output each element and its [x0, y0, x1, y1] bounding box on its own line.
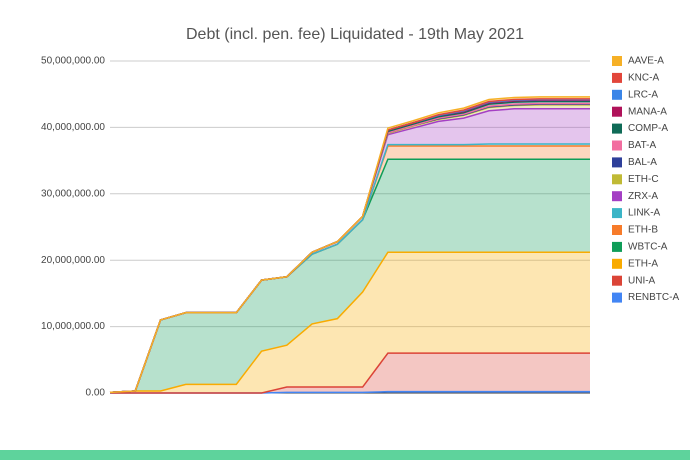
- area: [110, 252, 590, 393]
- area: [110, 159, 590, 393]
- legend-swatch: [612, 225, 622, 235]
- legend-swatch: [612, 72, 622, 83]
- legend-swatch: [612, 106, 622, 117]
- y-tick-label: 10,000,000.00: [41, 321, 105, 332]
- legend-swatch: [612, 191, 622, 202]
- area: [110, 108, 590, 393]
- legend-swatch: [612, 123, 622, 134]
- area-line: [110, 352, 590, 394]
- legend-label: ZRX-A: [628, 191, 658, 202]
- legend-label: COMP-A: [628, 123, 668, 134]
- legend-label: RENBTC-A: [628, 292, 679, 303]
- legend-swatch: [612, 56, 622, 66]
- legend-swatch: [612, 241, 622, 252]
- area-line: [109, 251, 590, 394]
- legend-swatch: [612, 208, 622, 219]
- y-tick-label: 40,000,000.00: [41, 122, 105, 133]
- chart-title: Debt (incl. pen. fee) Liquidated - 19th …: [186, 26, 524, 43]
- legend-swatch: [612, 275, 622, 286]
- legend-label: WBTC-A: [628, 242, 668, 253]
- legend-label: ETH-A: [628, 258, 658, 269]
- legend-label: BAT-A: [628, 140, 656, 151]
- legend-label: AAVE-A: [628, 56, 664, 67]
- legend-label: UNI-A: [628, 275, 656, 286]
- legend-label: BAL-A: [628, 157, 657, 168]
- legend-label: MANA-A: [628, 106, 667, 117]
- legend-label: LINK-A: [628, 208, 661, 219]
- legend-swatch: [612, 292, 622, 303]
- legend-swatch: [612, 157, 622, 168]
- area-line: [109, 96, 590, 394]
- footer-bar: [0, 450, 690, 460]
- legend-swatch: [612, 174, 622, 185]
- legend-label: ETH-C: [628, 174, 659, 185]
- legend-label: KNC-A: [628, 73, 659, 84]
- legend-swatch: [612, 89, 622, 100]
- legend-swatch: [612, 258, 622, 269]
- y-tick-label: 0.00: [86, 388, 106, 399]
- legend-label: LRC-A: [628, 89, 658, 100]
- legend-swatch: [612, 140, 622, 151]
- y-tick-label: 20,000,000.00: [41, 255, 105, 266]
- area: [110, 353, 590, 393]
- y-tick-label: 30,000,000.00: [41, 188, 105, 199]
- y-tick-label: 50,000,000.00: [41, 56, 105, 67]
- legend-label: ETH-B: [628, 225, 658, 236]
